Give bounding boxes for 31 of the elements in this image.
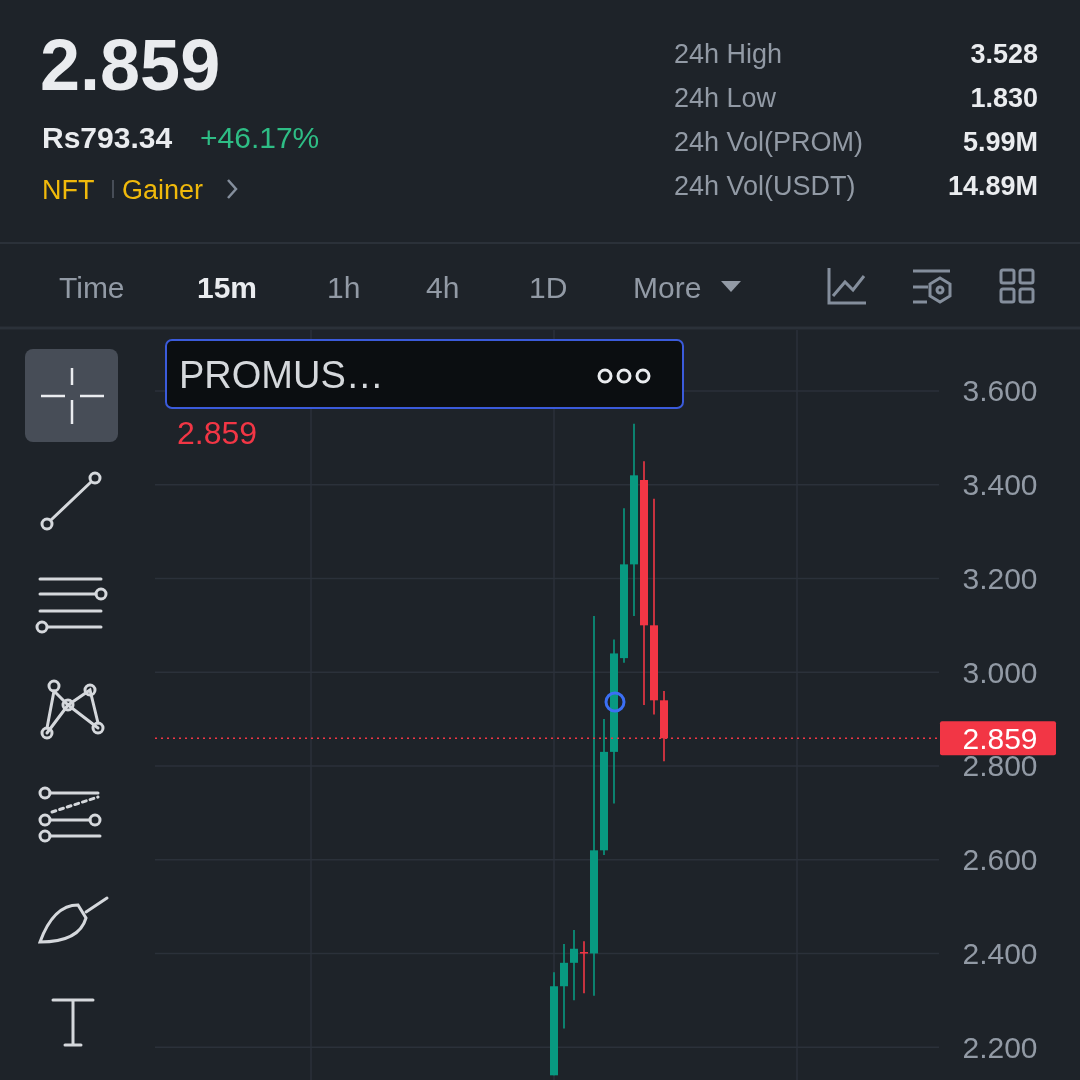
text: 4h: [426, 271, 460, 304]
text: Time: [59, 271, 125, 304]
y-tick-label: 2.400: [962, 936, 1038, 970]
y-tick-label: 2.600: [962, 843, 1038, 877]
text: 24h High: [674, 39, 783, 69]
candlestick: [580, 940, 588, 995]
text: 2.859: [177, 415, 258, 451]
y-tick-label: 3.600: [962, 374, 1038, 408]
text: 1h: [327, 271, 361, 304]
y-tick-label: 2.200: [962, 1030, 1038, 1064]
text: 2.859: [40, 25, 221, 105]
y-tick-label: 3.400: [962, 468, 1038, 502]
text: 24h Vol(PROM): [674, 127, 864, 157]
text: NFT: [42, 175, 95, 205]
text: 24h Low: [674, 83, 777, 113]
text: 14.89M: [947, 171, 1038, 201]
text: 24h Vol(USDT): [674, 171, 856, 201]
text: +46.17%: [200, 121, 320, 154]
text: More: [633, 271, 702, 304]
text: 5.99M: [962, 127, 1038, 157]
text: 1D: [529, 271, 568, 304]
candlestick: [570, 929, 578, 1002]
text: 3.528: [970, 39, 1038, 69]
annotation: PROMUS…: [179, 354, 384, 396]
text: 1.830: [970, 83, 1038, 113]
y-tick-label: 3.000: [962, 655, 1038, 689]
candlestick: [560, 943, 568, 1030]
text: Gainer: [122, 175, 204, 205]
text: 15m: [197, 271, 258, 304]
text: Rs793.34: [42, 121, 173, 154]
y-tick-label: 3.200: [962, 561, 1038, 595]
